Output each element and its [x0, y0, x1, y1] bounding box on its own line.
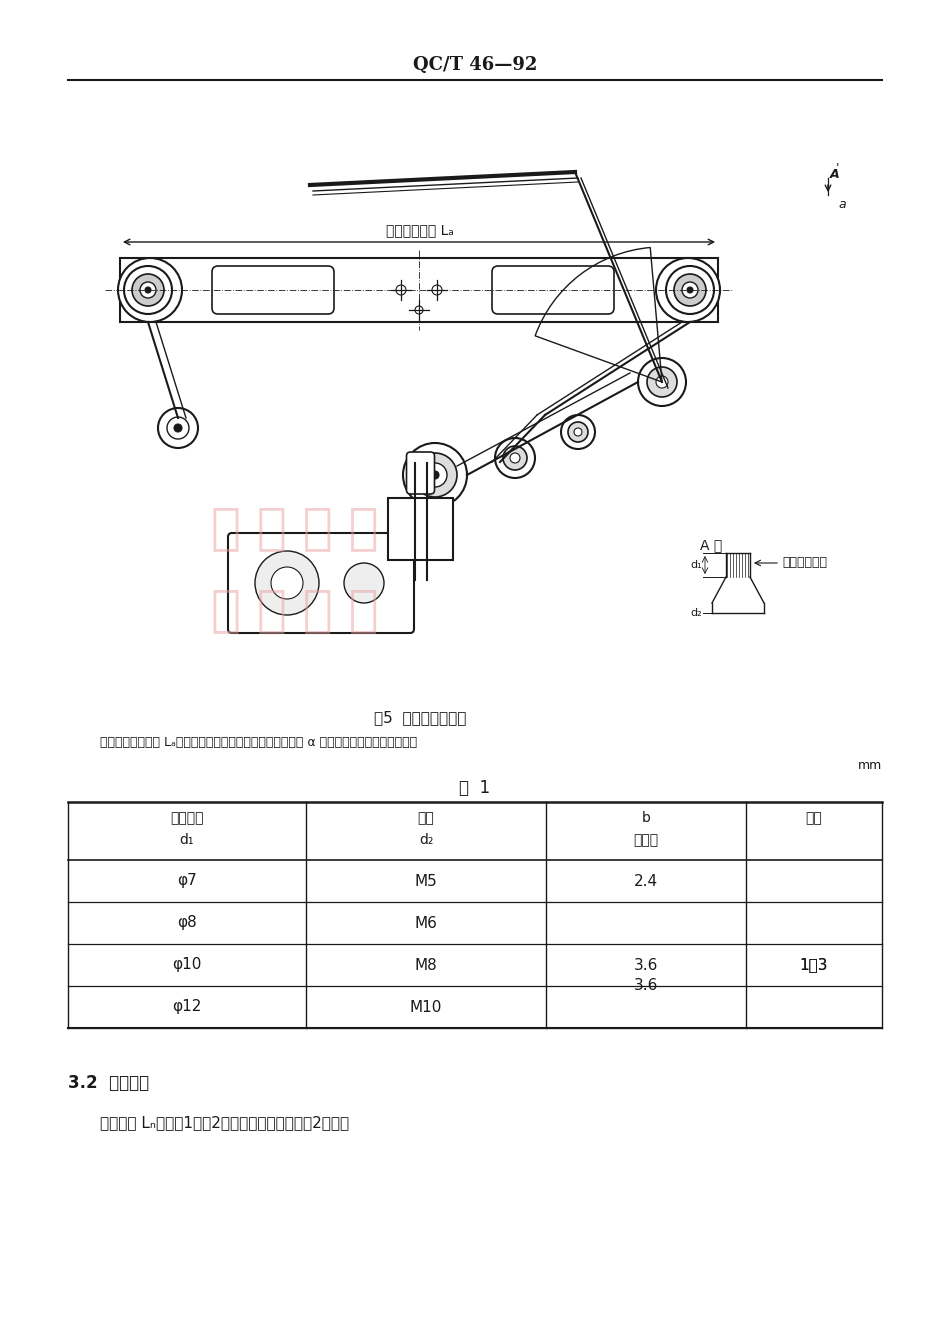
Circle shape: [495, 438, 535, 478]
Text: 3.2  胶条长度: 3.2 胶条长度: [68, 1074, 149, 1091]
Text: 表  1: 表 1: [460, 780, 490, 797]
Text: a: a: [838, 199, 846, 211]
Circle shape: [118, 258, 182, 323]
Text: M6: M6: [414, 915, 437, 930]
Text: ': ': [836, 161, 840, 175]
Circle shape: [158, 409, 198, 448]
Circle shape: [503, 446, 527, 470]
Text: 不小于: 不小于: [634, 833, 658, 847]
Text: 胶条长度 Lₙ（见图1、图2）的尺小系列应符合表2规定。: 胶条长度 Lₙ（见图1、图2）的尺小系列应符合表2规定。: [100, 1116, 350, 1130]
Text: d₁: d₁: [180, 833, 194, 847]
Circle shape: [431, 470, 439, 478]
Circle shape: [674, 274, 706, 306]
Text: 图5  刷水器安装尺小: 图5 刷水器安装尺小: [373, 711, 466, 726]
Text: 负纹: 负纹: [418, 810, 434, 825]
Text: 1：3: 1：3: [800, 957, 828, 973]
Text: A 向: A 向: [700, 538, 722, 552]
Circle shape: [396, 285, 406, 294]
Circle shape: [638, 358, 686, 406]
Circle shape: [656, 258, 720, 323]
Bar: [120, 258, 718, 323]
Circle shape: [432, 285, 442, 294]
Text: A: A: [830, 168, 840, 181]
Text: 3.6: 3.6: [634, 957, 658, 973]
Text: 3.6: 3.6: [634, 978, 658, 993]
Text: 公称直径: 公称直径: [170, 810, 203, 825]
Text: φ8: φ8: [177, 915, 197, 930]
Circle shape: [124, 266, 172, 314]
Circle shape: [174, 423, 182, 431]
FancyBboxPatch shape: [212, 266, 334, 314]
Circle shape: [415, 306, 423, 314]
Circle shape: [413, 453, 457, 497]
Circle shape: [666, 266, 714, 314]
Circle shape: [656, 376, 668, 388]
Text: 锥度: 锥度: [806, 810, 823, 825]
Text: d₂: d₂: [419, 833, 433, 847]
Text: 馆 藏 文 本: 馆 藏 文 本: [211, 504, 379, 552]
Circle shape: [687, 288, 693, 293]
Circle shape: [423, 462, 447, 487]
Text: φ12: φ12: [172, 1000, 201, 1015]
Circle shape: [682, 282, 698, 298]
Circle shape: [167, 417, 189, 439]
Circle shape: [647, 367, 677, 396]
Text: 安装孔中心距 Lₐ: 安装孔中心距 Lₐ: [386, 223, 454, 237]
Text: M8: M8: [414, 957, 437, 973]
Text: d₂: d₂: [691, 607, 702, 618]
Text: φ7: φ7: [177, 874, 197, 888]
Circle shape: [561, 415, 595, 449]
Text: QC/T 46—92: QC/T 46—92: [413, 56, 537, 74]
Text: φ10: φ10: [172, 957, 201, 973]
Circle shape: [574, 427, 582, 435]
Circle shape: [255, 551, 319, 616]
FancyBboxPatch shape: [228, 534, 414, 633]
Circle shape: [403, 444, 467, 507]
Circle shape: [140, 282, 156, 298]
Text: d₁: d₁: [691, 560, 702, 570]
FancyBboxPatch shape: [407, 452, 434, 495]
Text: M5: M5: [414, 874, 437, 888]
FancyBboxPatch shape: [492, 266, 614, 314]
Text: 注：安装孔中心距 Lₐ、电动机的位置、连杆机构、刺刷角度 α 由生产厂根据车身要求确定。: 注：安装孔中心距 Lₐ、电动机的位置、连杆机构、刺刷角度 α 由生产厂根据车身要…: [100, 735, 417, 749]
Circle shape: [510, 453, 520, 462]
Text: 1：3: 1：3: [800, 957, 828, 973]
Circle shape: [344, 563, 384, 603]
Text: b: b: [641, 810, 651, 825]
Text: 2.4: 2.4: [634, 874, 658, 888]
Circle shape: [271, 567, 303, 599]
Text: 仅 供 参 阅: 仅 供 参 阅: [211, 586, 379, 634]
Circle shape: [132, 274, 164, 306]
Bar: [388, 499, 453, 560]
Text: 锥面直纹滚花: 锥面直纹滚花: [782, 556, 827, 570]
Text: M10: M10: [409, 1000, 442, 1015]
Text: mm: mm: [858, 759, 882, 771]
Circle shape: [145, 288, 151, 293]
Circle shape: [568, 422, 588, 442]
